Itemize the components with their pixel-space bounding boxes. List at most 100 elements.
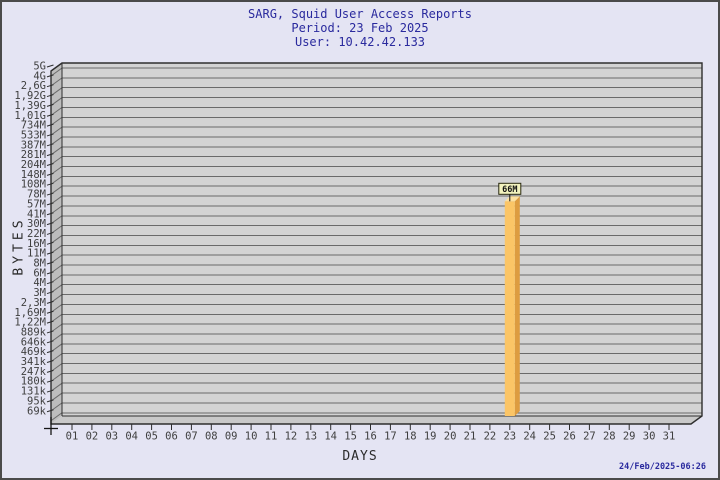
y-tick-label: 8M: [33, 258, 46, 270]
y-tick: [46, 389, 54, 393]
x-tick-label: 11: [265, 431, 278, 443]
x-tick-label: 03: [105, 431, 118, 443]
y-tick-label: 387M: [21, 139, 46, 151]
report-title: SARG, Squid User Access Reports: [248, 7, 472, 21]
bar-day-23: [504, 201, 515, 416]
x-tick-label: 16: [364, 431, 377, 443]
wall-gridline: [50, 412, 63, 422]
y-tick-label: 5G: [33, 61, 46, 73]
report-user: User: 10.42.42.133: [294, 35, 426, 49]
y-tick-label: 148M: [21, 169, 46, 181]
x-tick-label: 08: [205, 431, 218, 443]
y-tick: [46, 182, 54, 186]
x-tick-label: 30: [643, 431, 656, 443]
plot-area: [62, 63, 702, 416]
value-box: [498, 182, 522, 195]
y-tick: [46, 103, 54, 107]
y-tick-label: 6M: [33, 267, 46, 279]
x-tick-label: 22: [484, 431, 497, 443]
y-tick-label: 204M: [21, 159, 46, 171]
y-tick: [46, 172, 54, 176]
y-tick: [46, 113, 54, 117]
report-period: Period: 23 Feb 2025: [291, 21, 429, 35]
y-tick-label: 341k: [21, 356, 47, 368]
x-tick-label: 21: [464, 431, 477, 443]
y-tick: [46, 409, 54, 413]
x-tick-label: 02: [86, 431, 99, 443]
bar-top-face: [504, 196, 520, 202]
x-tick-label: 06: [165, 431, 178, 443]
y-tick: [46, 74, 54, 78]
y-tick: [46, 369, 54, 373]
plot-floor: [51, 416, 702, 424]
y-tick-label: 734M: [21, 120, 46, 132]
x-tick-label: 26: [563, 431, 576, 443]
y-tick: [46, 143, 54, 147]
y-tick: [46, 271, 54, 275]
x-tick-label: 18: [404, 431, 417, 443]
x-tick-label: 13: [304, 431, 317, 443]
y-tick-label: 1,92G: [14, 90, 46, 102]
y-tick: [46, 94, 54, 98]
y-axis-title: BYTES: [11, 216, 27, 276]
y-tick-label: 1,69M: [14, 307, 46, 319]
y-tick: [46, 123, 54, 127]
y-tick-label: 281M: [21, 149, 46, 161]
y-tick-label: 131k: [21, 386, 47, 398]
y-tick-label: 646k: [21, 336, 47, 348]
y-tick: [46, 84, 54, 88]
y-tick-label: 41M: [27, 208, 46, 220]
x-tick-label: 14: [324, 431, 337, 443]
x-tick-label: 12: [285, 431, 298, 443]
y-tick: [46, 340, 54, 344]
y-tick: [46, 212, 54, 216]
y-tick: [46, 64, 54, 68]
y-tick-label: 1,22M: [14, 317, 46, 329]
x-tick-label: 01: [66, 431, 79, 443]
y-tick-label: 1,01G: [14, 110, 46, 122]
y-tick: [46, 330, 54, 334]
y-tick: [46, 300, 54, 304]
y-tick-label: 30M: [27, 218, 46, 230]
y-tick: [46, 133, 54, 137]
y-tick: [46, 251, 54, 255]
y-tick-label: 2,6G: [21, 80, 46, 92]
y-tick-label: 2,3M: [21, 297, 46, 309]
y-tick: [46, 360, 54, 363]
x-tick-label: 19: [424, 431, 437, 443]
chart-header: SARG, Squid User Access Reports Period: …: [2, 7, 718, 49]
y-tick-label: 4M: [33, 277, 46, 289]
x-tick-label: 15: [344, 431, 357, 443]
y-tick: [46, 231, 54, 235]
y-tick-label: 533M: [21, 129, 46, 141]
y-tick: [46, 192, 54, 196]
x-tick-label: 28: [603, 431, 616, 443]
y-tick: [46, 281, 54, 285]
x-tick-label: 07: [185, 431, 198, 443]
y-tick-label: 4G: [33, 70, 46, 82]
value-box-label: 66M: [502, 185, 517, 195]
y-tick: [46, 350, 54, 354]
x-tick-label: 09: [225, 431, 238, 443]
y-tick-label: 78M: [27, 189, 46, 201]
y-tick: [46, 291, 54, 295]
y-tick: [46, 241, 54, 245]
x-tick-label: 20: [444, 431, 457, 443]
y-tick-label: 11M: [27, 248, 46, 260]
x-tick-label: 25: [543, 431, 556, 443]
x-tick-label: 24: [523, 431, 536, 443]
y-tick: [46, 379, 54, 383]
y-tick: [46, 399, 54, 403]
x-tick-label: 10: [245, 431, 258, 443]
y-tick-label: 247k: [21, 366, 47, 378]
x-tick-label: 17: [384, 431, 397, 443]
y-tick-label: 108M: [21, 179, 46, 191]
y-tick-label: 22M: [27, 228, 46, 240]
y-tick-label: 69k: [27, 405, 47, 417]
x-axis-title: DAYS: [342, 449, 378, 464]
y-tick: [46, 153, 54, 157]
y-tick: [46, 310, 54, 314]
y-tick: [46, 202, 54, 206]
